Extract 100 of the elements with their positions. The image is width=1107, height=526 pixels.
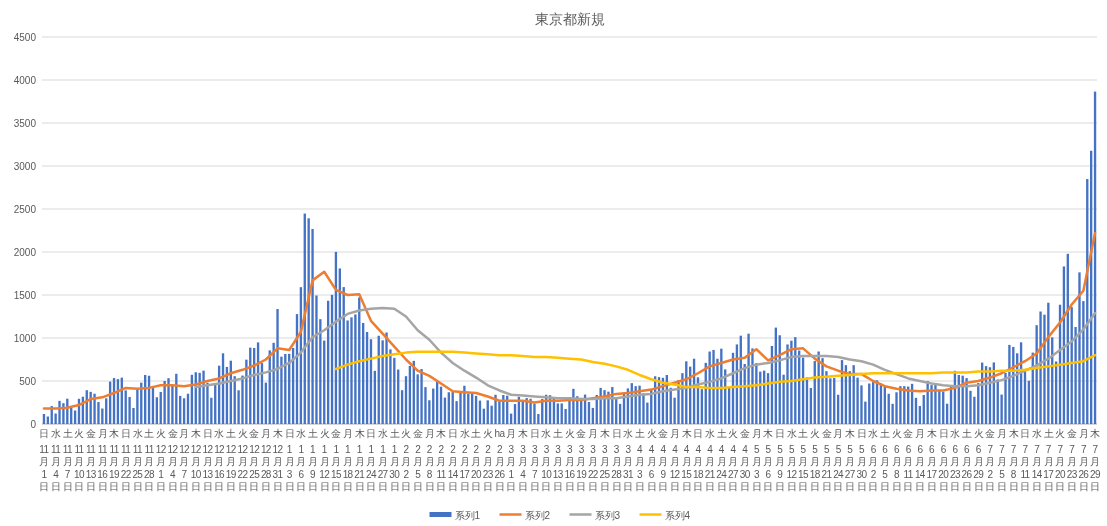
bar: [463, 385, 466, 424]
xtick: 火 2月2日: [401, 428, 411, 492]
xtick: 水 3月10日: [541, 428, 552, 492]
bar: [533, 403, 536, 424]
xtick: 土 3月13日: [552, 428, 563, 492]
xtick: 金 4月9日: [658, 428, 668, 492]
xtick: 金 3月19日: [576, 428, 587, 492]
xtick: 土 11月7日: [62, 428, 72, 492]
bar: [817, 351, 820, 424]
xtick: 水 11月4日: [50, 428, 61, 492]
xtick: 土 1月30日: [389, 428, 400, 492]
xtick: 金 7月23日: [1066, 428, 1077, 492]
legend-label: 系列4: [664, 510, 691, 521]
xtick: 土 6月26日: [961, 428, 972, 492]
xtick: 木 7月29日: [1090, 428, 1100, 492]
xtick: 水 4月21日: [704, 428, 715, 492]
xtick: 水 6月23日: [949, 428, 960, 492]
xtick: 火 6月8日: [891, 428, 902, 492]
xtick: 木 7月8日: [1008, 428, 1018, 492]
xtick: 火 6月29日: [973, 428, 984, 492]
bar: [529, 398, 532, 424]
legend-label: 系列3: [594, 510, 621, 521]
xtick: 日 12月13日: [202, 428, 213, 492]
xtick: 月 5月24日: [833, 428, 844, 492]
xtick: 日 1月24日: [366, 428, 376, 492]
xtick: 日 3月7日: [529, 428, 540, 492]
xtick: 火 7月20日: [1055, 428, 1065, 492]
xtick: 金 12月4日: [167, 428, 178, 492]
xtick: 月 7月5日: [996, 428, 1007, 492]
xtick: 日 5月30日: [856, 428, 867, 492]
xtick: 火 12月22日: [237, 428, 248, 492]
legend-label: 系列1: [454, 510, 481, 521]
xtick: 水 6月2日: [868, 428, 878, 492]
xtick: 水 12月16日: [214, 428, 225, 492]
xtick: 月 6月14日: [914, 428, 925, 492]
bar: [167, 378, 170, 424]
y-tick-label: 500: [19, 375, 37, 387]
xtick: 土 2月20日: [471, 428, 482, 492]
xtick: 水 11月25日: [132, 428, 143, 492]
chart-title: 東京都新規: [534, 11, 605, 27]
bar: [163, 381, 166, 424]
xtick: 日 5月9日: [775, 428, 785, 492]
bar: [494, 394, 497, 424]
xtick: 月 3月22日: [587, 428, 598, 492]
xtick: ha 2月26日: [494, 428, 505, 492]
xtick: 火 2月23日: [482, 428, 493, 492]
xtick: 水 7月14日: [1031, 428, 1042, 492]
xtick: 土 5月15日: [798, 428, 809, 492]
y-tick-label: 3000: [13, 160, 37, 172]
bar: [786, 344, 789, 424]
xtick: 火 3月16日: [564, 428, 575, 492]
xtick: 火 5月18日: [809, 428, 820, 492]
xtick: 火 4月27日: [728, 428, 738, 492]
xtick: 火 12月1日: [155, 428, 166, 492]
xtick: 木 12月31日: [272, 428, 283, 492]
y-tick-label: 0: [30, 418, 37, 430]
bar: [58, 400, 61, 424]
xtick: 日 11月22日: [120, 428, 131, 492]
legend-label: 系列2: [524, 510, 551, 521]
xtick: 金 7月2日: [985, 428, 995, 492]
xtick: 金 6月11日: [903, 428, 913, 492]
xtick: 月 7月26日: [1078, 428, 1089, 492]
legend-item: 系列4: [639, 510, 691, 521]
bar: [202, 370, 205, 424]
xtick: 木 5月27日: [844, 428, 855, 492]
xtick: 火 11月10日: [74, 428, 84, 492]
bar: [712, 349, 715, 424]
bar: [420, 369, 423, 424]
y-tick-label: 4000: [13, 74, 37, 86]
xtick: 水 1月6日: [296, 428, 306, 492]
bar: [934, 385, 937, 424]
xtick: 金 5月21日: [821, 428, 832, 492]
xtick: 木 4月15日: [681, 428, 692, 492]
bar: [1039, 311, 1042, 424]
xtick: 金 1月15日: [330, 428, 341, 492]
bar: [1078, 272, 1081, 424]
xtick: 土 11月28日: [144, 428, 155, 492]
bar: [276, 309, 279, 424]
bar: [747, 333, 750, 424]
bar: [1008, 344, 1011, 424]
xtick: 月 1月18日: [342, 428, 353, 492]
xtick: 月 3月1日: [506, 428, 516, 492]
legend-item: 系列1: [429, 510, 481, 521]
xtick: 日 3月28日: [611, 428, 622, 492]
xtick: 火 1月12日: [319, 428, 330, 492]
xtick: 土 7月17日: [1043, 428, 1054, 492]
bar: [385, 332, 388, 424]
bar: [89, 391, 92, 424]
xtick: 木 6月17日: [926, 428, 937, 492]
xtick: 木 5月6日: [763, 428, 773, 492]
y-tick-label: 1500: [13, 289, 37, 301]
xtick: 月 2月8日: [424, 428, 435, 492]
bar: [899, 386, 902, 424]
xtick: 金 12月25日: [249, 428, 260, 492]
xtick: 金 4月30日: [739, 428, 750, 492]
xtick: 日 2月14日: [447, 428, 458, 492]
xtick: 水 3月31日: [622, 428, 633, 492]
legend-item: 系列2: [499, 510, 551, 521]
y-tick-label: 2000: [13, 246, 37, 258]
xtick: 日 7月11日: [1020, 428, 1030, 492]
